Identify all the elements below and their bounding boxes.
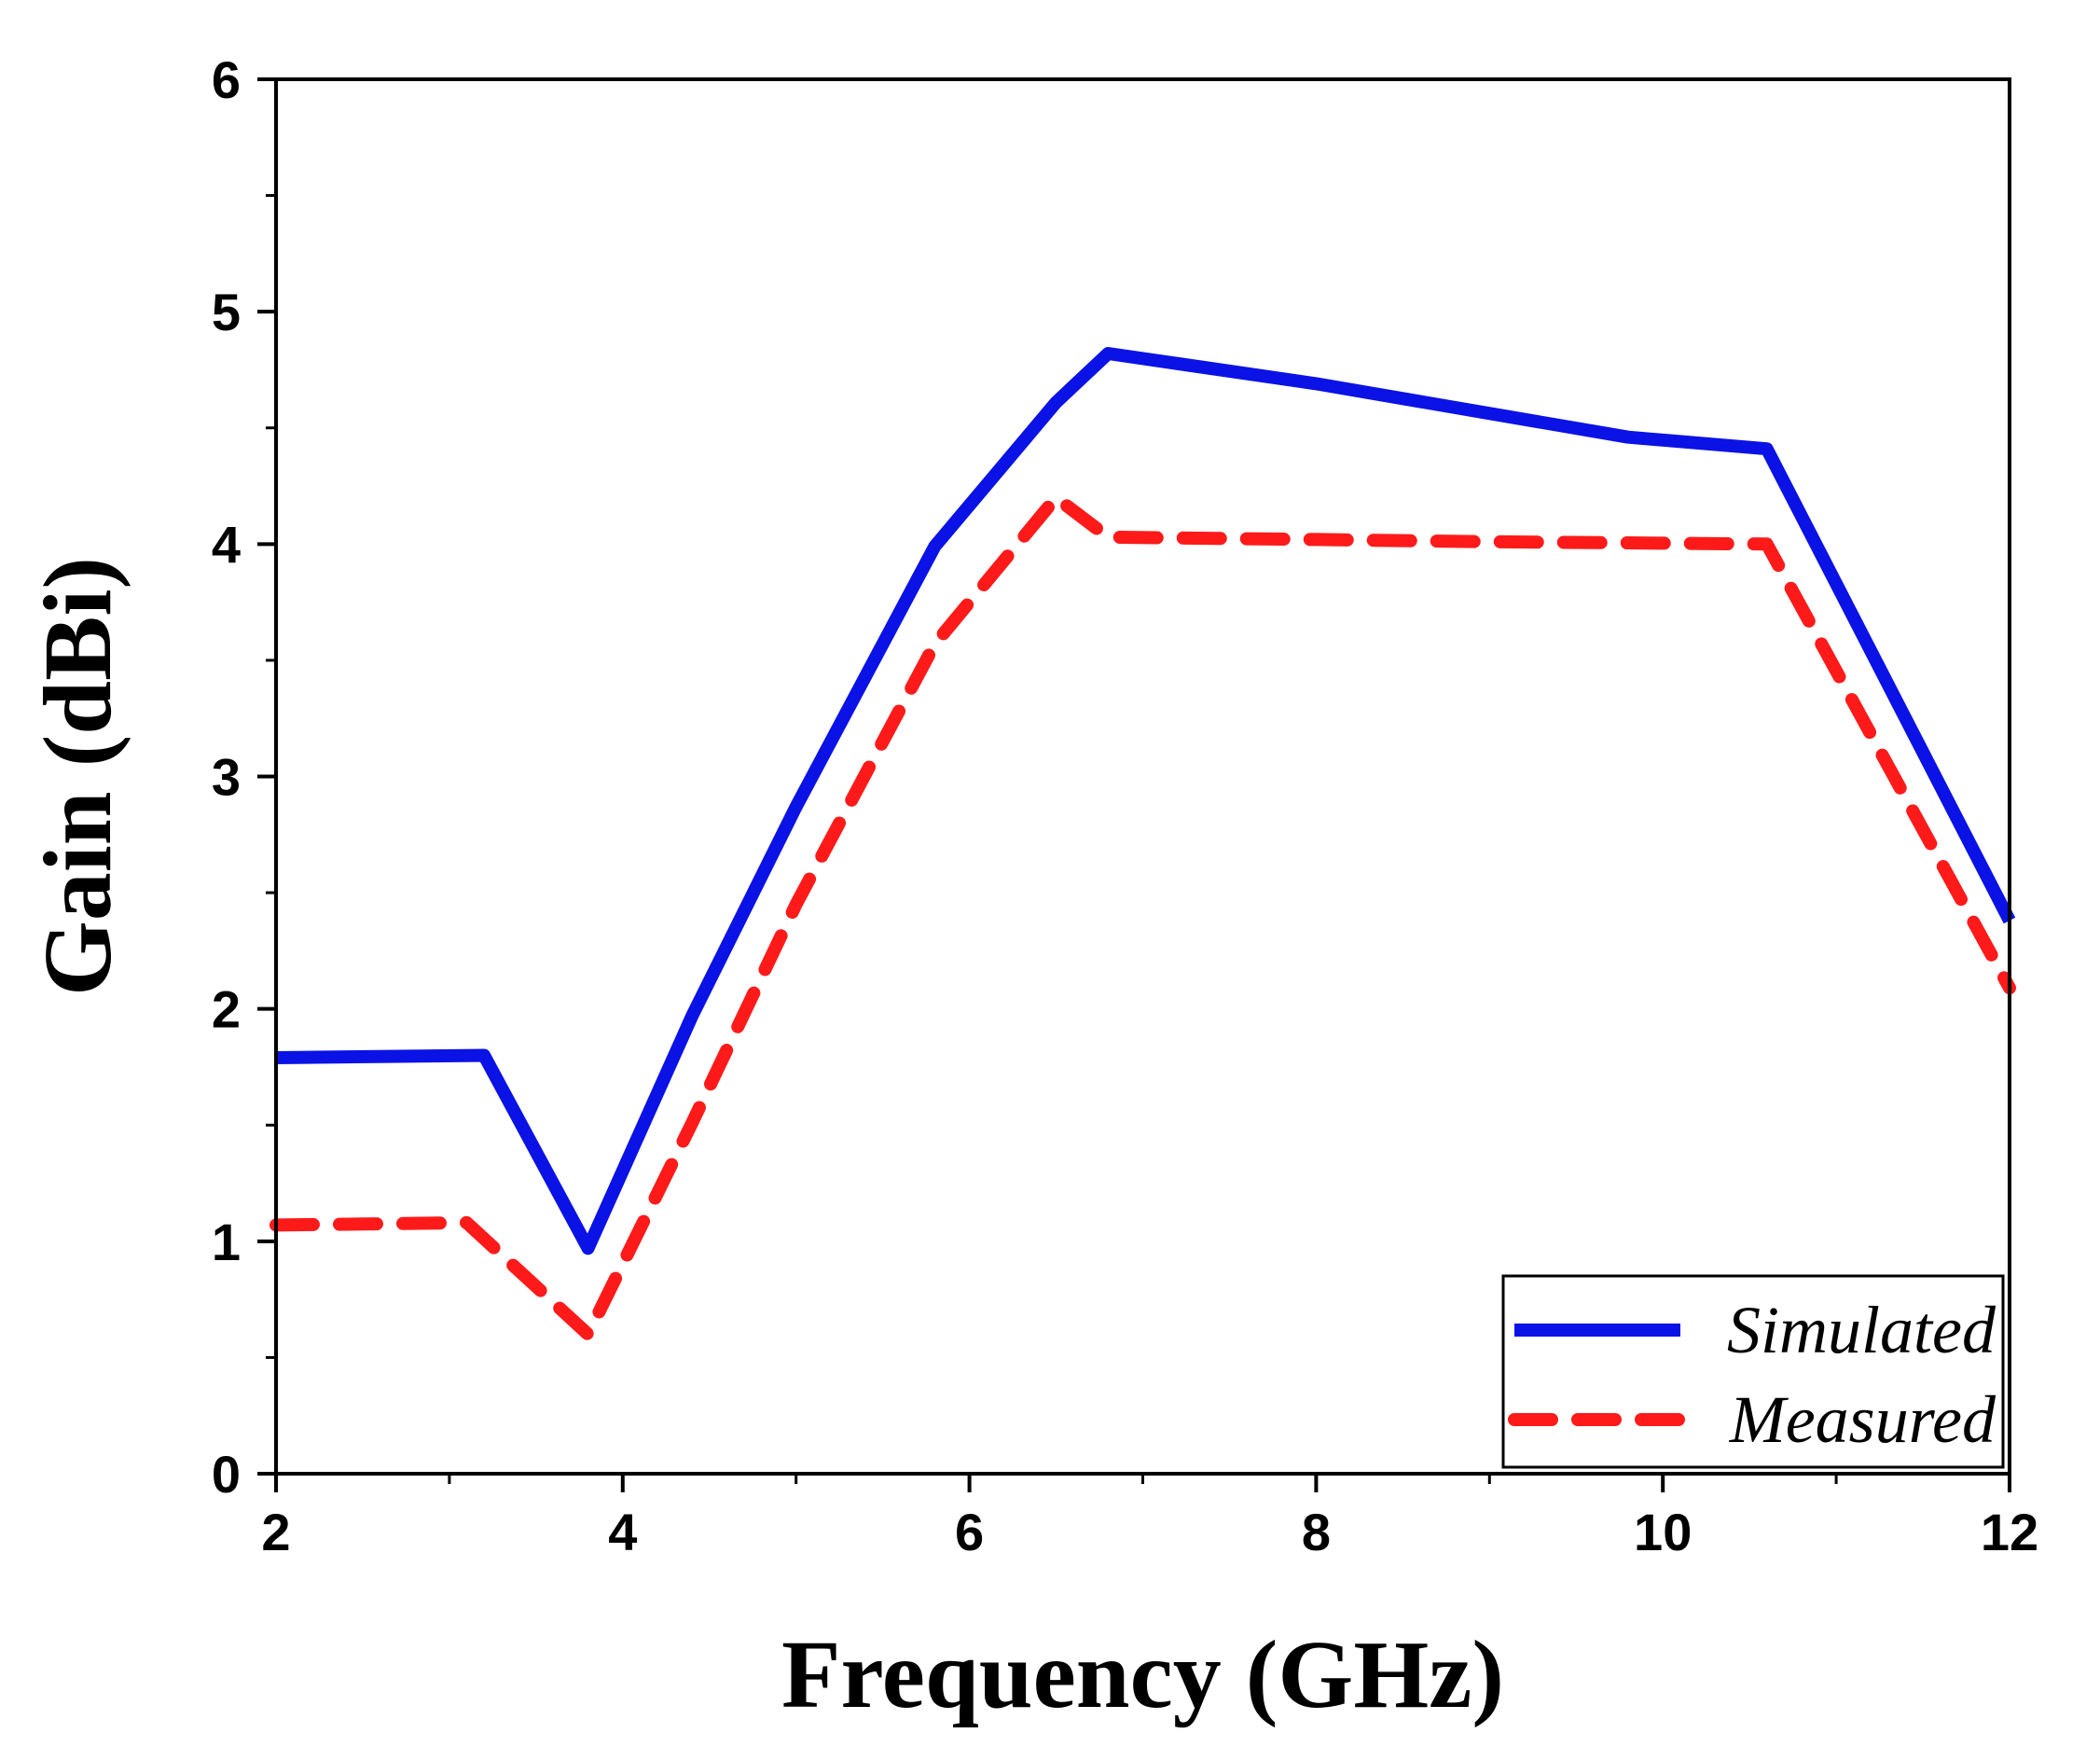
y-tick-label: 2 [212, 980, 241, 1039]
y-tick-label: 6 [212, 50, 241, 109]
series-layer [269, 347, 2016, 1341]
legend-label-measured: Measured [1729, 1382, 1996, 1457]
plot-area-frame [274, 77, 2011, 1476]
x-tick-label: 2 [261, 1503, 290, 1561]
y-axis-title: Gain (dBi) [24, 557, 131, 996]
x-tick-label: 4 [608, 1503, 637, 1561]
series-line-simulated [275, 347, 2016, 1255]
x-tick-label: 10 [1634, 1503, 1692, 1561]
x-axis-title: Frequency (GHz) [781, 1621, 1504, 1728]
x-tick-label: 8 [1302, 1503, 1331, 1561]
y-tick-label: 3 [212, 748, 241, 807]
x-tick-labels: 2 4 6 8 10 12 [261, 1503, 2038, 1561]
y-tick-label: 1 [212, 1213, 241, 1271]
legend: Simulated Measured [1501, 1274, 2005, 1469]
y-tick-label: 5 [212, 283, 241, 341]
y-tick-label: 4 [212, 515, 241, 574]
y-tick-label: 0 [212, 1445, 241, 1504]
series-line-measured [269, 491, 2016, 1341]
major-ticks [257, 77, 2011, 1492]
y-tick-labels: 0 1 2 3 4 5 6 [212, 50, 241, 1504]
x-tick-label: 12 [1981, 1503, 2038, 1561]
legend-box [1501, 1274, 2005, 1469]
legend-label-simulated: Simulated [1727, 1293, 1996, 1367]
x-tick-label: 6 [955, 1503, 984, 1561]
